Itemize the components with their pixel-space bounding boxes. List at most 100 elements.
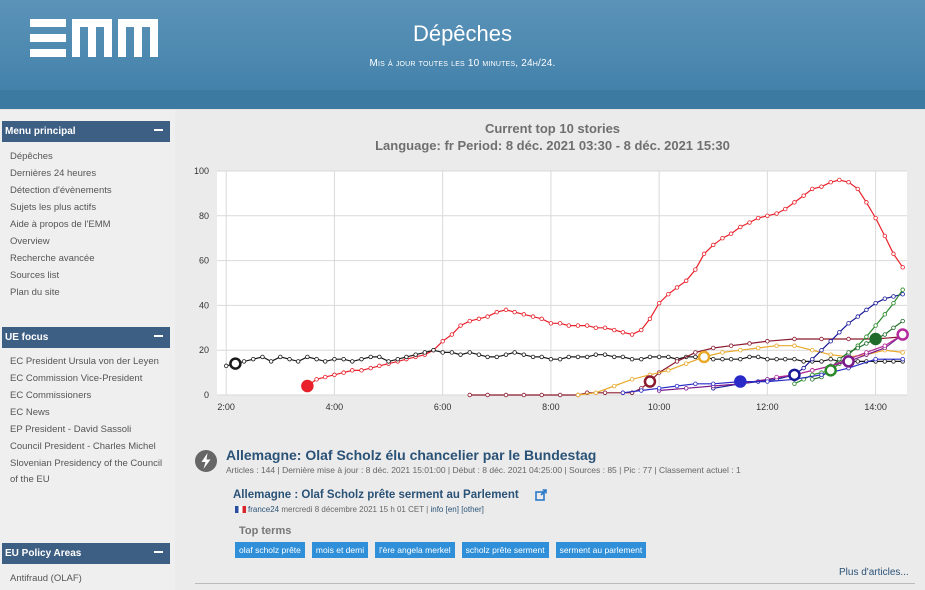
lang-en-link[interactable]: [en] (445, 505, 459, 514)
term-tag[interactable]: olaf scholz prête (235, 542, 305, 558)
collapse-icon[interactable] (154, 335, 163, 337)
site-header: Dépêches Mis à jour toutes les 10 minute… (0, 0, 925, 110)
data-point (891, 325, 896, 330)
menu-item-council-president[interactable]: Council President - Charles Michel (10, 441, 156, 452)
data-point (747, 220, 752, 225)
data-point (404, 354, 409, 360)
term-tag[interactable]: scholz prête serment (461, 542, 549, 558)
data-point (837, 330, 842, 335)
series-marker (697, 350, 711, 364)
term-tag[interactable]: l'ère angela merkel (375, 542, 455, 558)
data-point (684, 278, 689, 283)
menu-item-advanced-search[interactable]: Recherche avancée (10, 253, 95, 264)
article-title[interactable]: Allemagne : Olaf Scholz prête serment au… (233, 489, 519, 501)
series-marker (788, 368, 801, 382)
data-point (548, 321, 554, 326)
data-point (765, 213, 770, 218)
menu-item-depeches[interactable]: Dépêches (10, 151, 53, 162)
term-tag[interactable]: serment au parlement (555, 542, 647, 558)
data-point (846, 350, 851, 355)
data-point (747, 354, 752, 360)
x-tick-label: 8:00 (542, 402, 560, 412)
menu-item-last-24h[interactable]: Dernières 24 heures (10, 168, 97, 179)
data-point (693, 354, 698, 360)
data-point (819, 347, 824, 353)
sidebar: Menu principal Dépêches Dernières 24 heu… (0, 110, 175, 590)
menu-item-event-detection[interactable]: Détection d'évènements (10, 185, 112, 196)
other-link[interactable]: [other] (461, 505, 484, 514)
data-point (846, 321, 851, 326)
data-point (251, 356, 256, 362)
data-point (629, 377, 635, 382)
menu-item-ec-vice-president[interactable]: EC Commission Vice-President (10, 373, 143, 384)
data-point (503, 352, 509, 357)
data-point (332, 356, 337, 362)
top-terms: olaf scholz prête mois et demi l'ère ang… (235, 542, 647, 558)
menu-item-overview[interactable]: Overview (10, 236, 50, 247)
menu-item-active-topics[interactable]: Sujets les plus actifs (10, 202, 97, 213)
data-point (755, 345, 761, 351)
emm-logo[interactable] (30, 19, 160, 59)
data-point (819, 336, 824, 342)
data-point (693, 381, 698, 386)
menu-item-sources-list[interactable]: Sources list (10, 270, 60, 281)
info-link[interactable]: info (430, 505, 444, 514)
menu-item-ec-president[interactable]: EC President Ursula von der Leyen (10, 356, 159, 367)
data-point (720, 356, 725, 362)
data-point (602, 390, 608, 395)
data-point (278, 354, 283, 360)
data-point (503, 307, 509, 313)
data-point (846, 336, 851, 342)
data-point (882, 233, 888, 239)
collapse-icon[interactable] (154, 551, 163, 553)
y-tick-label: 80 (199, 211, 209, 221)
data-point (639, 388, 644, 393)
menu-item-help[interactable]: Aide à propos de l'EMM (10, 219, 111, 230)
x-tick-label: 2:00 (217, 402, 235, 412)
eu-focus-header[interactable]: UE focus (2, 327, 170, 348)
data-point (873, 323, 878, 328)
series-marker (824, 364, 837, 377)
data-point (656, 300, 662, 306)
data-point (629, 356, 635, 362)
data-point (837, 177, 842, 183)
article-source-link[interactable]: france24 (248, 505, 280, 514)
eu-policy-header[interactable]: EU Policy Areas (2, 543, 170, 564)
page-title: Dépêches (412, 21, 513, 46)
menu-item-ec-news[interactable]: EC News (10, 407, 50, 418)
data-point (891, 300, 896, 306)
data-point (864, 307, 869, 313)
data-point (359, 368, 364, 373)
collapse-icon[interactable] (154, 129, 163, 131)
top-stories-chart[interactable]: 0 20 40 60 80 100 2:00 4:00 6:00 8:00 10:00 12:00 14… (175, 110, 925, 420)
france-flag-icon (235, 506, 246, 513)
data-point (801, 359, 806, 364)
y-tick-label: 20 (199, 345, 209, 355)
menu-item-sitemap[interactable]: Plan du site (10, 287, 60, 298)
data-point (728, 343, 734, 348)
data-point (593, 325, 599, 330)
term-tag[interactable]: mois et demi (311, 542, 369, 558)
plot-area (217, 171, 907, 395)
data-point (260, 354, 265, 360)
story-title[interactable]: Allemagne: Olaf Scholz élu chancelier pa… (226, 447, 597, 463)
data-point (639, 356, 644, 362)
menu-item-slovenian-presidency[interactable]: Slovenian Presidency of the Council of t… (10, 458, 163, 485)
data-point (837, 356, 842, 362)
data-point (900, 287, 905, 292)
data-point (413, 352, 418, 357)
menu-item-antifraud[interactable]: Antifraud (OLAF) (10, 573, 82, 584)
external-link-icon[interactable] (535, 489, 547, 501)
data-point (350, 359, 355, 364)
data-point (575, 323, 581, 328)
data-point (575, 354, 581, 360)
data-point (792, 356, 797, 362)
data-point (711, 356, 716, 362)
data-point (711, 242, 716, 248)
menu-item-ec-commissioners[interactable]: EC Commissioners (10, 390, 92, 401)
more-articles-link[interactable]: Plus d'articles... (839, 567, 909, 578)
main-menu-header[interactable]: Menu principal (2, 121, 170, 142)
menu-item-ep-president[interactable]: EP President - David Sassoli (10, 424, 132, 435)
data-point (882, 343, 888, 348)
data-point (738, 347, 743, 353)
